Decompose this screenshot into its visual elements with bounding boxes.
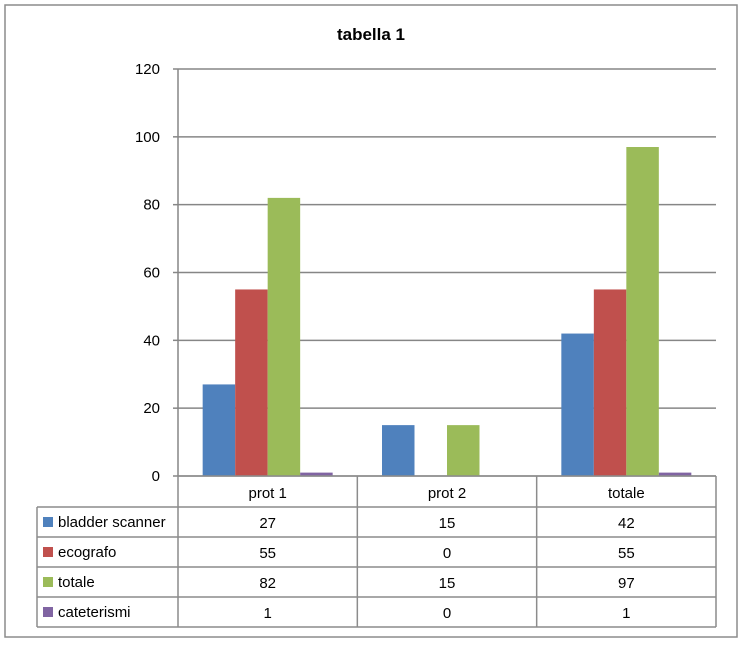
bar xyxy=(447,425,480,476)
table-cell-value: 55 xyxy=(618,545,635,562)
bar xyxy=(658,472,692,476)
legend-label: bladder scanner xyxy=(58,514,166,531)
legend-swatch xyxy=(43,547,53,557)
bar xyxy=(202,384,236,476)
table-cell-value: 15 xyxy=(439,575,456,592)
table-cell-value: 55 xyxy=(259,545,276,562)
y-tick-label: 0 xyxy=(152,468,160,485)
bar xyxy=(382,425,415,476)
category-label: prot 2 xyxy=(428,485,466,502)
category-label: prot 1 xyxy=(248,485,286,502)
table-cell-value: 1 xyxy=(622,605,630,622)
bar xyxy=(593,289,627,476)
category-label: totale xyxy=(608,485,645,502)
table-cell-value: 82 xyxy=(259,575,276,592)
legend-swatch xyxy=(43,517,53,527)
y-tick-label: 60 xyxy=(143,265,160,282)
y-tick-label: 120 xyxy=(135,61,160,78)
legend-swatch xyxy=(43,607,53,617)
y-tick-label: 80 xyxy=(143,197,160,214)
bar xyxy=(235,289,268,476)
bar xyxy=(561,333,594,476)
bar xyxy=(626,147,659,476)
legend-label: totale xyxy=(58,574,95,591)
y-tick-label: 20 xyxy=(143,400,160,417)
y-tick-label: 40 xyxy=(143,332,160,349)
bar xyxy=(267,197,301,476)
table-cell-value: 0 xyxy=(443,605,451,622)
bar xyxy=(300,472,333,476)
legend-label: ecografo xyxy=(58,544,116,561)
chart-title: tabella 1 xyxy=(337,25,405,44)
table-cell-value: 1 xyxy=(263,605,271,622)
table-cell-value: 0 xyxy=(443,545,451,562)
legend-label: cateterismi xyxy=(58,604,131,621)
table-cell-value: 42 xyxy=(618,515,635,532)
table-cell-value: 97 xyxy=(618,575,635,592)
y-tick-label: 100 xyxy=(135,129,160,146)
table-cell-value: 27 xyxy=(259,515,276,532)
legend-swatch xyxy=(43,577,53,587)
table-cell-value: 15 xyxy=(439,515,456,532)
